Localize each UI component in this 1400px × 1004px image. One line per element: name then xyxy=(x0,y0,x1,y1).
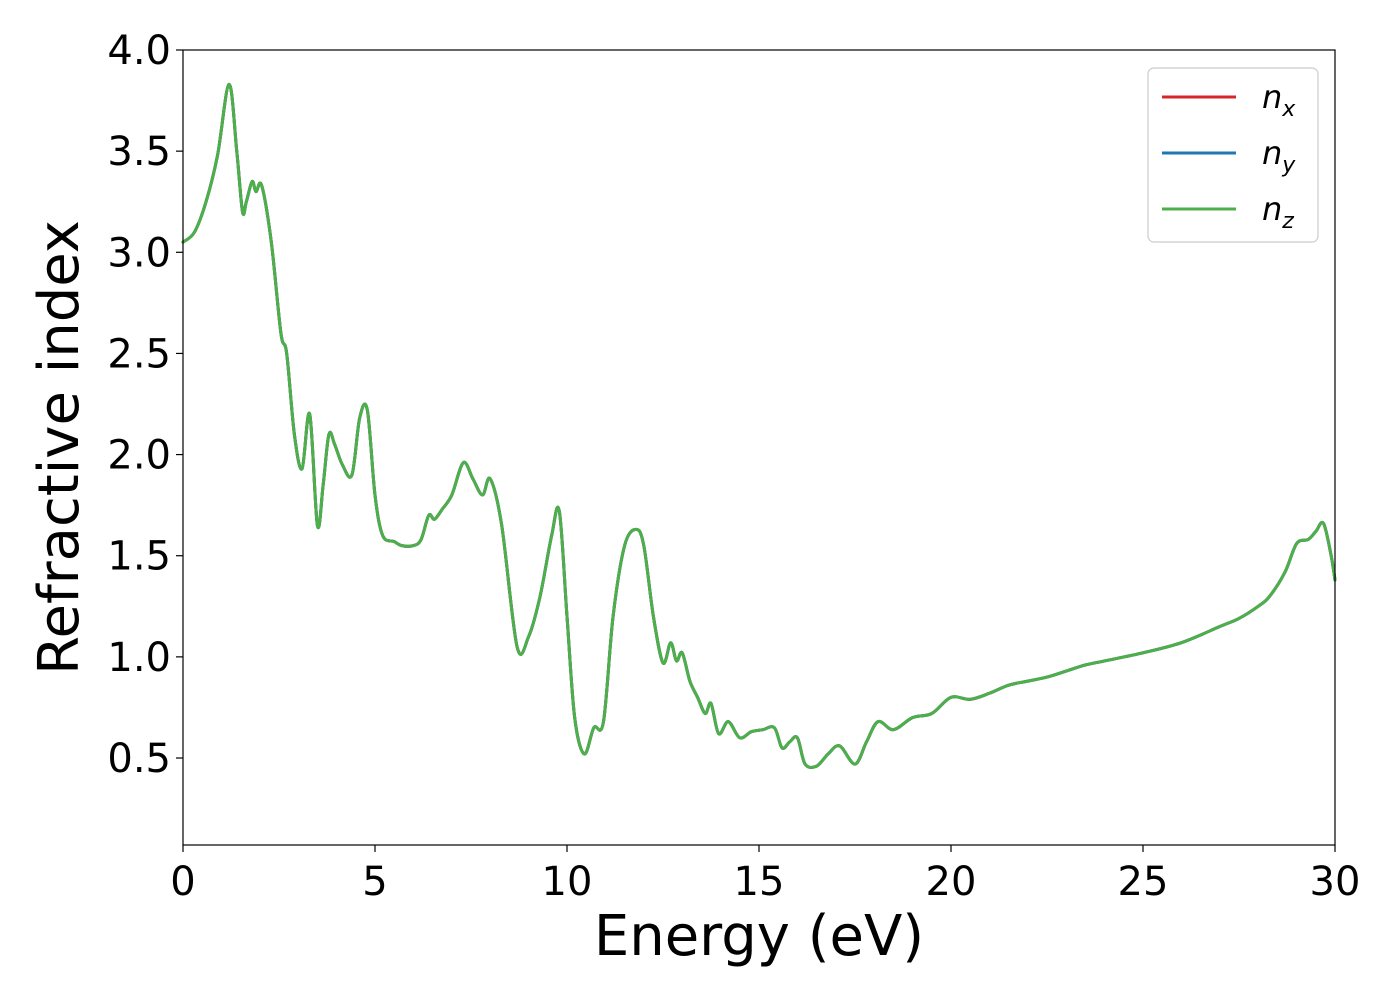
legend-box xyxy=(1147,67,1319,243)
legend-label-subscript: z xyxy=(1281,209,1294,234)
y-tick-label: 3.0 xyxy=(107,230,171,276)
legend-label: nx xyxy=(1262,78,1296,122)
x-tick-label: 0 xyxy=(170,859,195,905)
x-tick-label: 20 xyxy=(926,859,977,905)
legend-label-subscript: y xyxy=(1281,153,1296,178)
series-layer xyxy=(181,82,1337,769)
y-tick-label: 1.0 xyxy=(107,635,171,681)
y-tick-label: 1.5 xyxy=(107,534,171,580)
legend-label-subscript: x xyxy=(1281,97,1296,122)
y-axis-label: Refractive index xyxy=(27,220,92,675)
y-tick-label: 3.5 xyxy=(107,129,171,175)
x-axis-label: Energy (eV) xyxy=(594,904,924,969)
y-tick-label: 4.0 xyxy=(107,28,171,74)
legend-label: nz xyxy=(1262,190,1294,234)
x-tick-label: 10 xyxy=(542,859,593,905)
legend-label-base: n xyxy=(1262,134,1282,172)
x-tick-label: 15 xyxy=(734,859,785,905)
legend-label-base: n xyxy=(1262,190,1282,228)
y-tick-label: 0.5 xyxy=(107,736,171,782)
x-tick-label: 5 xyxy=(362,859,387,905)
y-tick-label: 2.0 xyxy=(107,433,171,479)
y-axis-ticks: 0.5 1.0 1.5 2.0 2.5 3.0 3.5 4.0 xyxy=(107,28,183,782)
x-tick-label: 30 xyxy=(1310,859,1361,905)
x-tick-label: 25 xyxy=(1118,859,1169,905)
series-line-2 xyxy=(181,82,1337,769)
legend-label-base: n xyxy=(1262,78,1282,116)
x-axis-ticks: 0 5 10 15 20 25 30 xyxy=(170,845,1360,905)
y-tick-label: 2.5 xyxy=(107,331,171,377)
legend-label: ny xyxy=(1262,134,1296,178)
